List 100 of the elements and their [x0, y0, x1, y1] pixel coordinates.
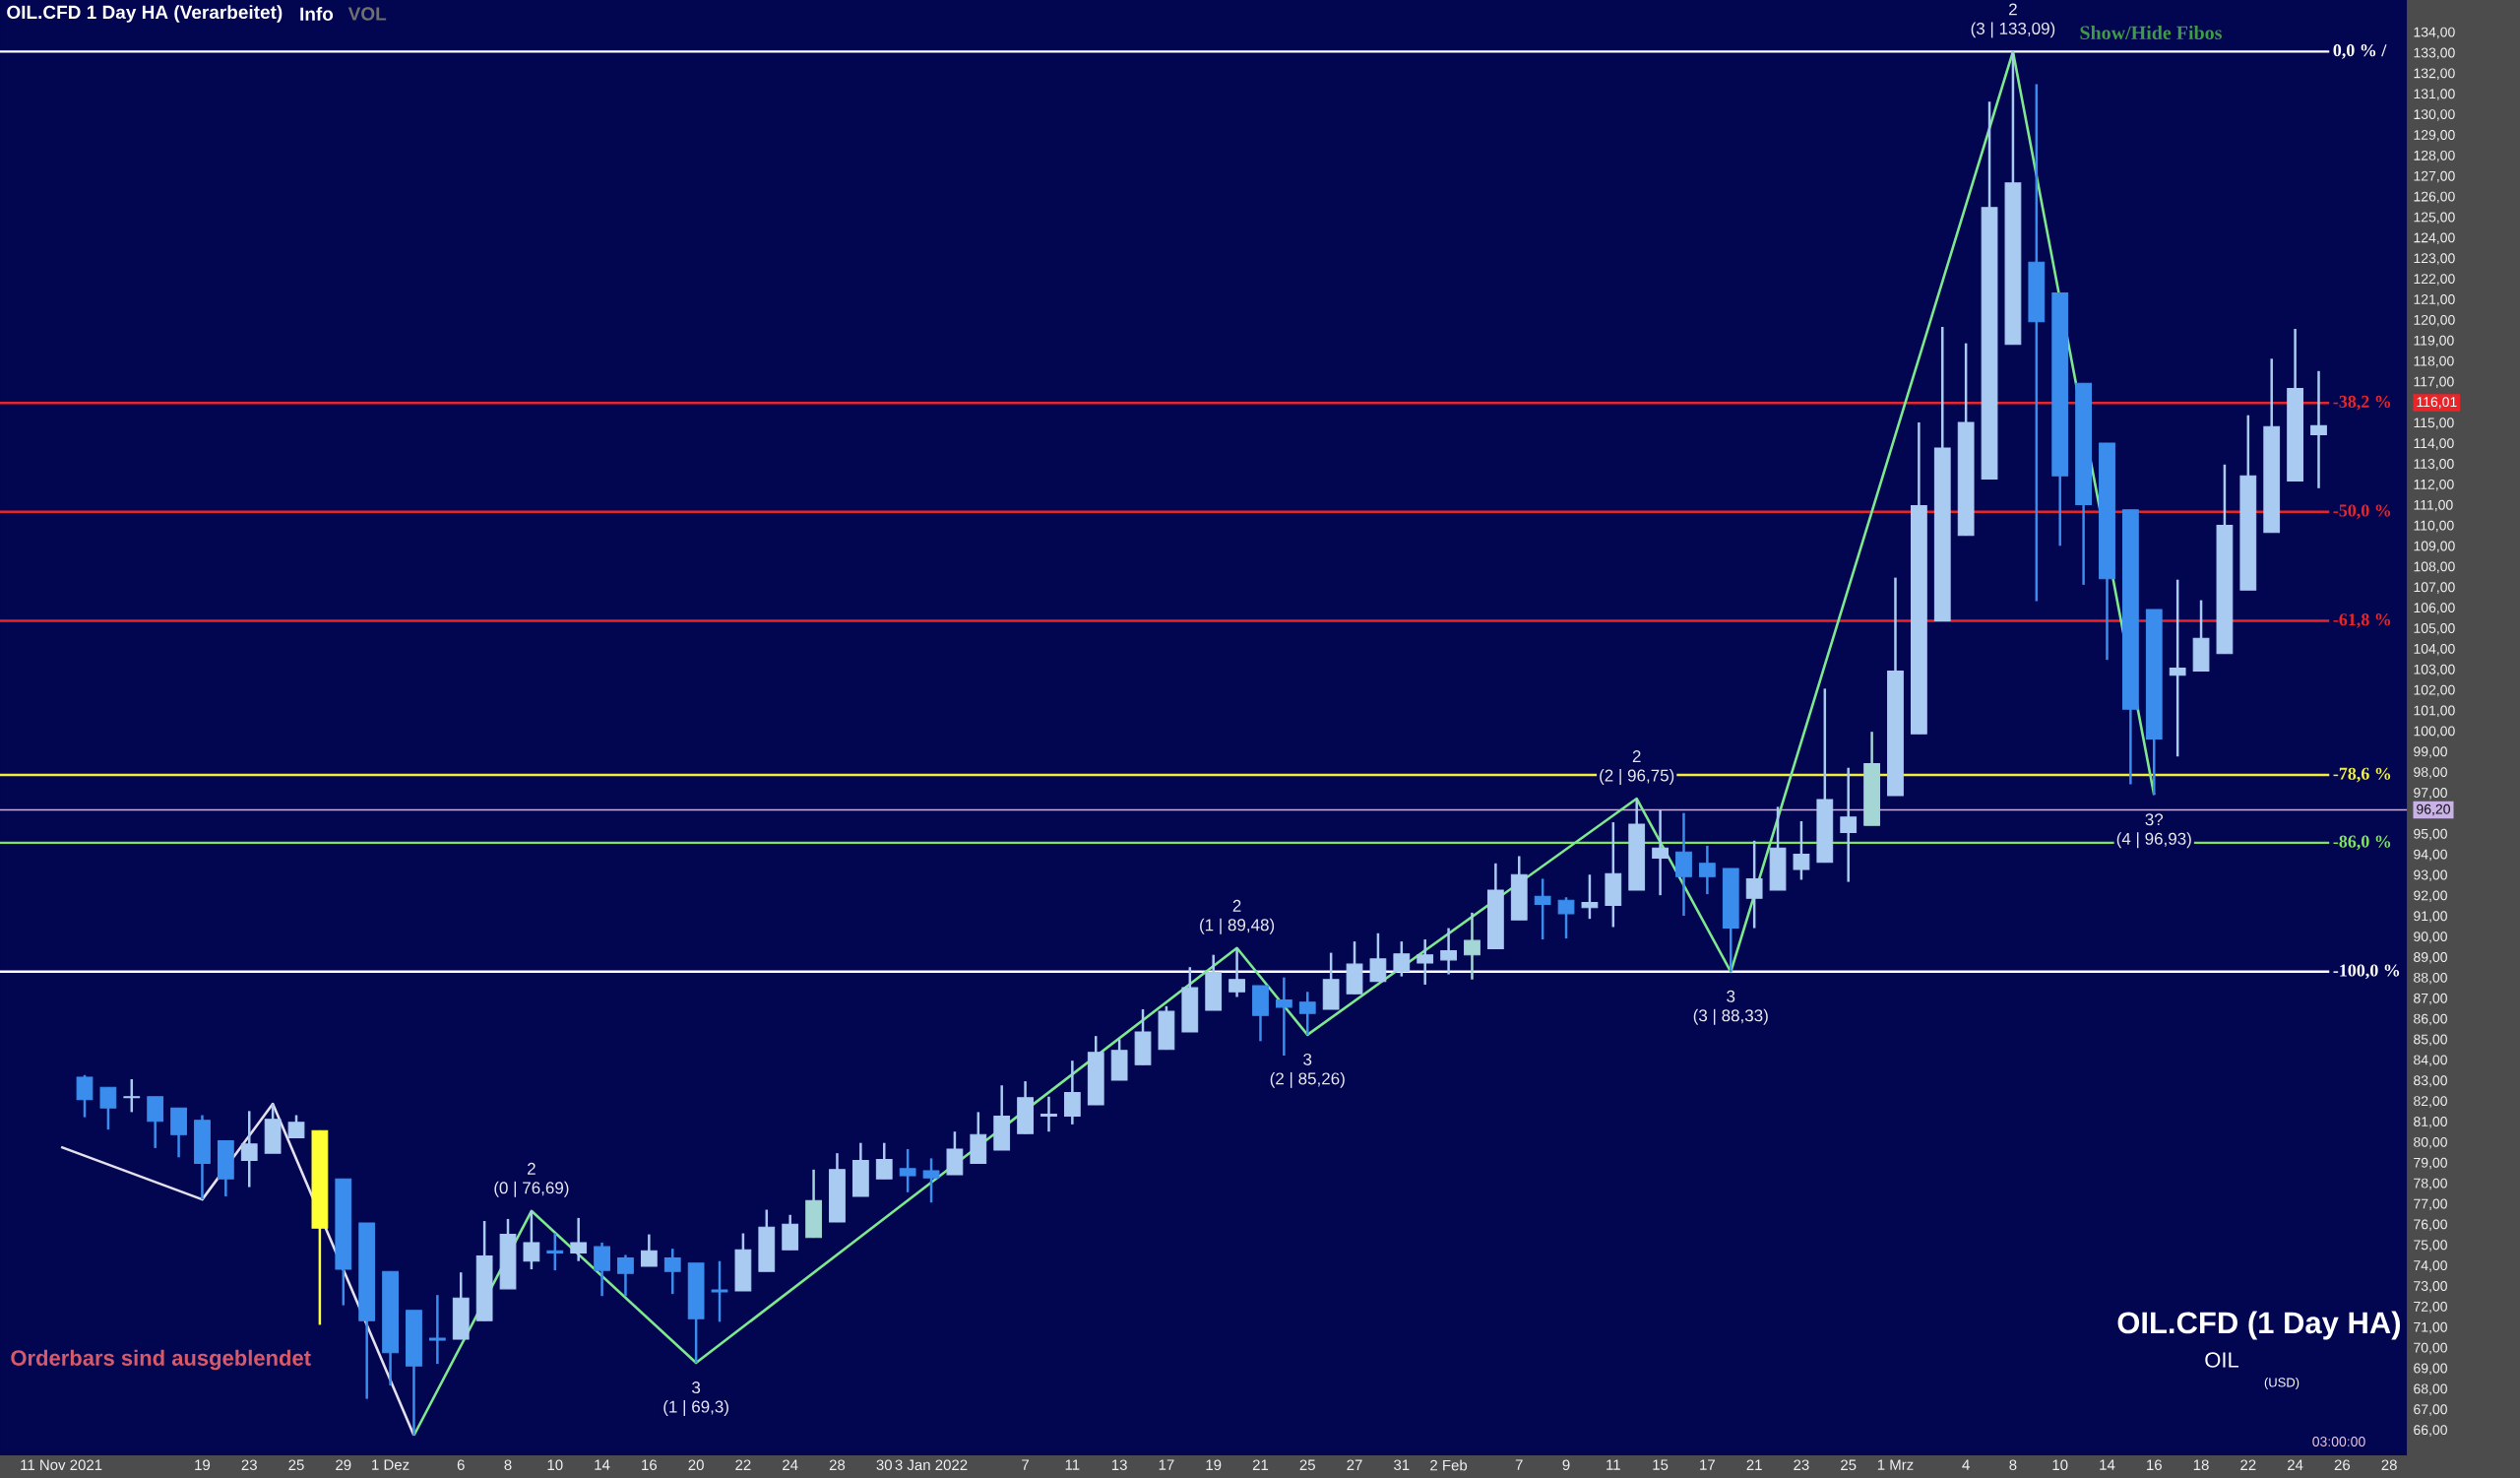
y-tick-label: 85,00 [2414, 1034, 2447, 1047]
y-tick-label: 66,00 [2414, 1425, 2447, 1437]
y-tick-label: 75,00 [2414, 1240, 2447, 1252]
annotation: (0 | 76,69) [494, 1181, 569, 1197]
y-tick-label: 83,00 [2414, 1075, 2447, 1087]
x-tick-label: 19 [1206, 1459, 1222, 1471]
annotation: -86,0 % [2333, 835, 2391, 851]
x-tick-label: 27 [1347, 1459, 1362, 1470]
y-tick-label: 95,00 [2414, 828, 2447, 841]
x-tick-label: 17 [1159, 1459, 1174, 1470]
candlestick [428, 1293, 446, 1366]
candlestick [1393, 939, 1411, 978]
candlestick [570, 1216, 588, 1262]
candlestick [922, 1157, 940, 1204]
y-tick-label: 81,00 [2414, 1117, 2447, 1128]
y-tick-label: 111,00 [2414, 499, 2453, 512]
y-tick-label: 115,00 [2414, 418, 2454, 429]
candlestick [617, 1253, 634, 1298]
annotation: OIL [2205, 1352, 2239, 1368]
y-tick-label: 113,00 [2414, 459, 2454, 471]
annotation: (2 | 85,26) [1270, 1071, 1345, 1088]
y-tick-label: 84,00 [2414, 1055, 2447, 1066]
x-tick-label: 22 [2240, 1459, 2256, 1470]
candlestick [99, 1086, 117, 1131]
candlestick [640, 1233, 658, 1268]
x-tick-label: 15 [1653, 1459, 1669, 1470]
y-tick-label: 131,00 [2414, 89, 2455, 100]
y-tick-label: 86,00 [2414, 1013, 2447, 1026]
annotation: 2 [1632, 750, 1641, 762]
annotation: 2 [528, 1162, 536, 1175]
y-tick-label: 110,00 [2414, 520, 2454, 533]
y-tick-label: 134,00 [2414, 27, 2455, 39]
annotation: (1 | 89,48) [1200, 918, 1275, 934]
candlestick [1652, 808, 1669, 897]
x-tick-label: 18 [2193, 1459, 2209, 1471]
x-tick-label: 7 [1022, 1459, 1029, 1470]
annotation: (USD) [2264, 1377, 2300, 1390]
y-tick-label: 88,00 [2414, 972, 2447, 985]
x-tick-label: 25 [288, 1459, 304, 1471]
x-tick-label: 14 [2100, 1459, 2115, 1470]
candlestick [1698, 844, 1716, 896]
annotation: 2 [1232, 899, 1241, 912]
y-tick-label: 68,00 [2414, 1383, 2447, 1395]
x-tick-label: 14 [595, 1459, 610, 1470]
y-tick-label: 120,00 [2414, 314, 2455, 327]
x-tick-label: 2 Feb [1430, 1459, 1468, 1471]
x-tick-label: 25 [1841, 1459, 1857, 1471]
candlestick [1793, 819, 1810, 881]
candlestick [1298, 991, 1316, 1037]
x-tick-label: 11 [1065, 1459, 1080, 1470]
x-tick-label: 28 [2381, 1459, 2397, 1471]
y-tick-label: 99,00 [2414, 746, 2447, 758]
candlestick [875, 1141, 893, 1181]
x-tick-label: 10 [2052, 1459, 2068, 1471]
x-tick-label: 8 [504, 1459, 512, 1471]
y-tick-label: 128,00 [2414, 150, 2455, 162]
y-tick-label: 124,00 [2414, 232, 2455, 244]
candlestick [1417, 937, 1434, 987]
annotation: -100,0 % [2333, 964, 2400, 980]
y-tick-label: 77,00 [2414, 1198, 2447, 1211]
candlestick [1534, 877, 1551, 941]
candlestick [2028, 83, 2046, 603]
annotation: (1 | 69,3) [663, 1400, 728, 1417]
y-tick-label: 78,00 [2414, 1178, 2447, 1190]
candlestick [711, 1259, 728, 1323]
annotation: 3? [2145, 813, 2164, 826]
candlestick [2310, 369, 2327, 490]
x-tick-label: 25 [1299, 1459, 1315, 1471]
candlestick [663, 1247, 681, 1296]
x-tick-label: 19 [195, 1459, 211, 1471]
y-tick-label: 91,00 [2414, 911, 2447, 923]
y-tick-label: 94,00 [2414, 849, 2447, 862]
y-tick-label: 132,00 [2414, 68, 2455, 80]
x-tick-label: 21 [1746, 1459, 1762, 1470]
candlestick [1228, 946, 1245, 998]
y-tick-label: 76,00 [2414, 1219, 2447, 1231]
x-tick-label: 23 [241, 1459, 257, 1471]
y-tick-label: 126,00 [2414, 191, 2455, 204]
candlestick [1557, 895, 1575, 940]
annotation: 3 [692, 1382, 701, 1394]
annotation: -50,0 % [2333, 504, 2391, 520]
y-tick-label: 105,00 [2414, 623, 2455, 635]
x-tick-label: 24 [2288, 1459, 2303, 1470]
annotation: (2 | 96,75) [1600, 769, 1674, 785]
x-tick-label: 11 Nov 2021 [21, 1459, 102, 1471]
y-tick-label: 71,00 [2414, 1321, 2447, 1334]
y-tick-label: 93,00 [2414, 869, 2447, 882]
y-tick-label: 80,00 [2414, 1136, 2447, 1149]
y-tick-label: 101,00 [2414, 705, 2455, 718]
y-tick-label: 90,00 [2414, 932, 2447, 943]
candlestick [76, 1073, 94, 1119]
candlestick [1840, 766, 1858, 883]
y-tick-label: 123,00 [2414, 253, 2455, 265]
candlestick [523, 1209, 540, 1271]
annotation: 0,0 % / [2333, 44, 2387, 59]
y-tick-label: 104,00 [2414, 643, 2455, 656]
annotation: Show/Hide Fibos [2080, 25, 2222, 40]
y-tick-label: 107,00 [2414, 582, 2455, 594]
y-tick-label: 96,20 [2417, 803, 2450, 816]
y-tick-label: 121,00 [2414, 294, 2455, 306]
